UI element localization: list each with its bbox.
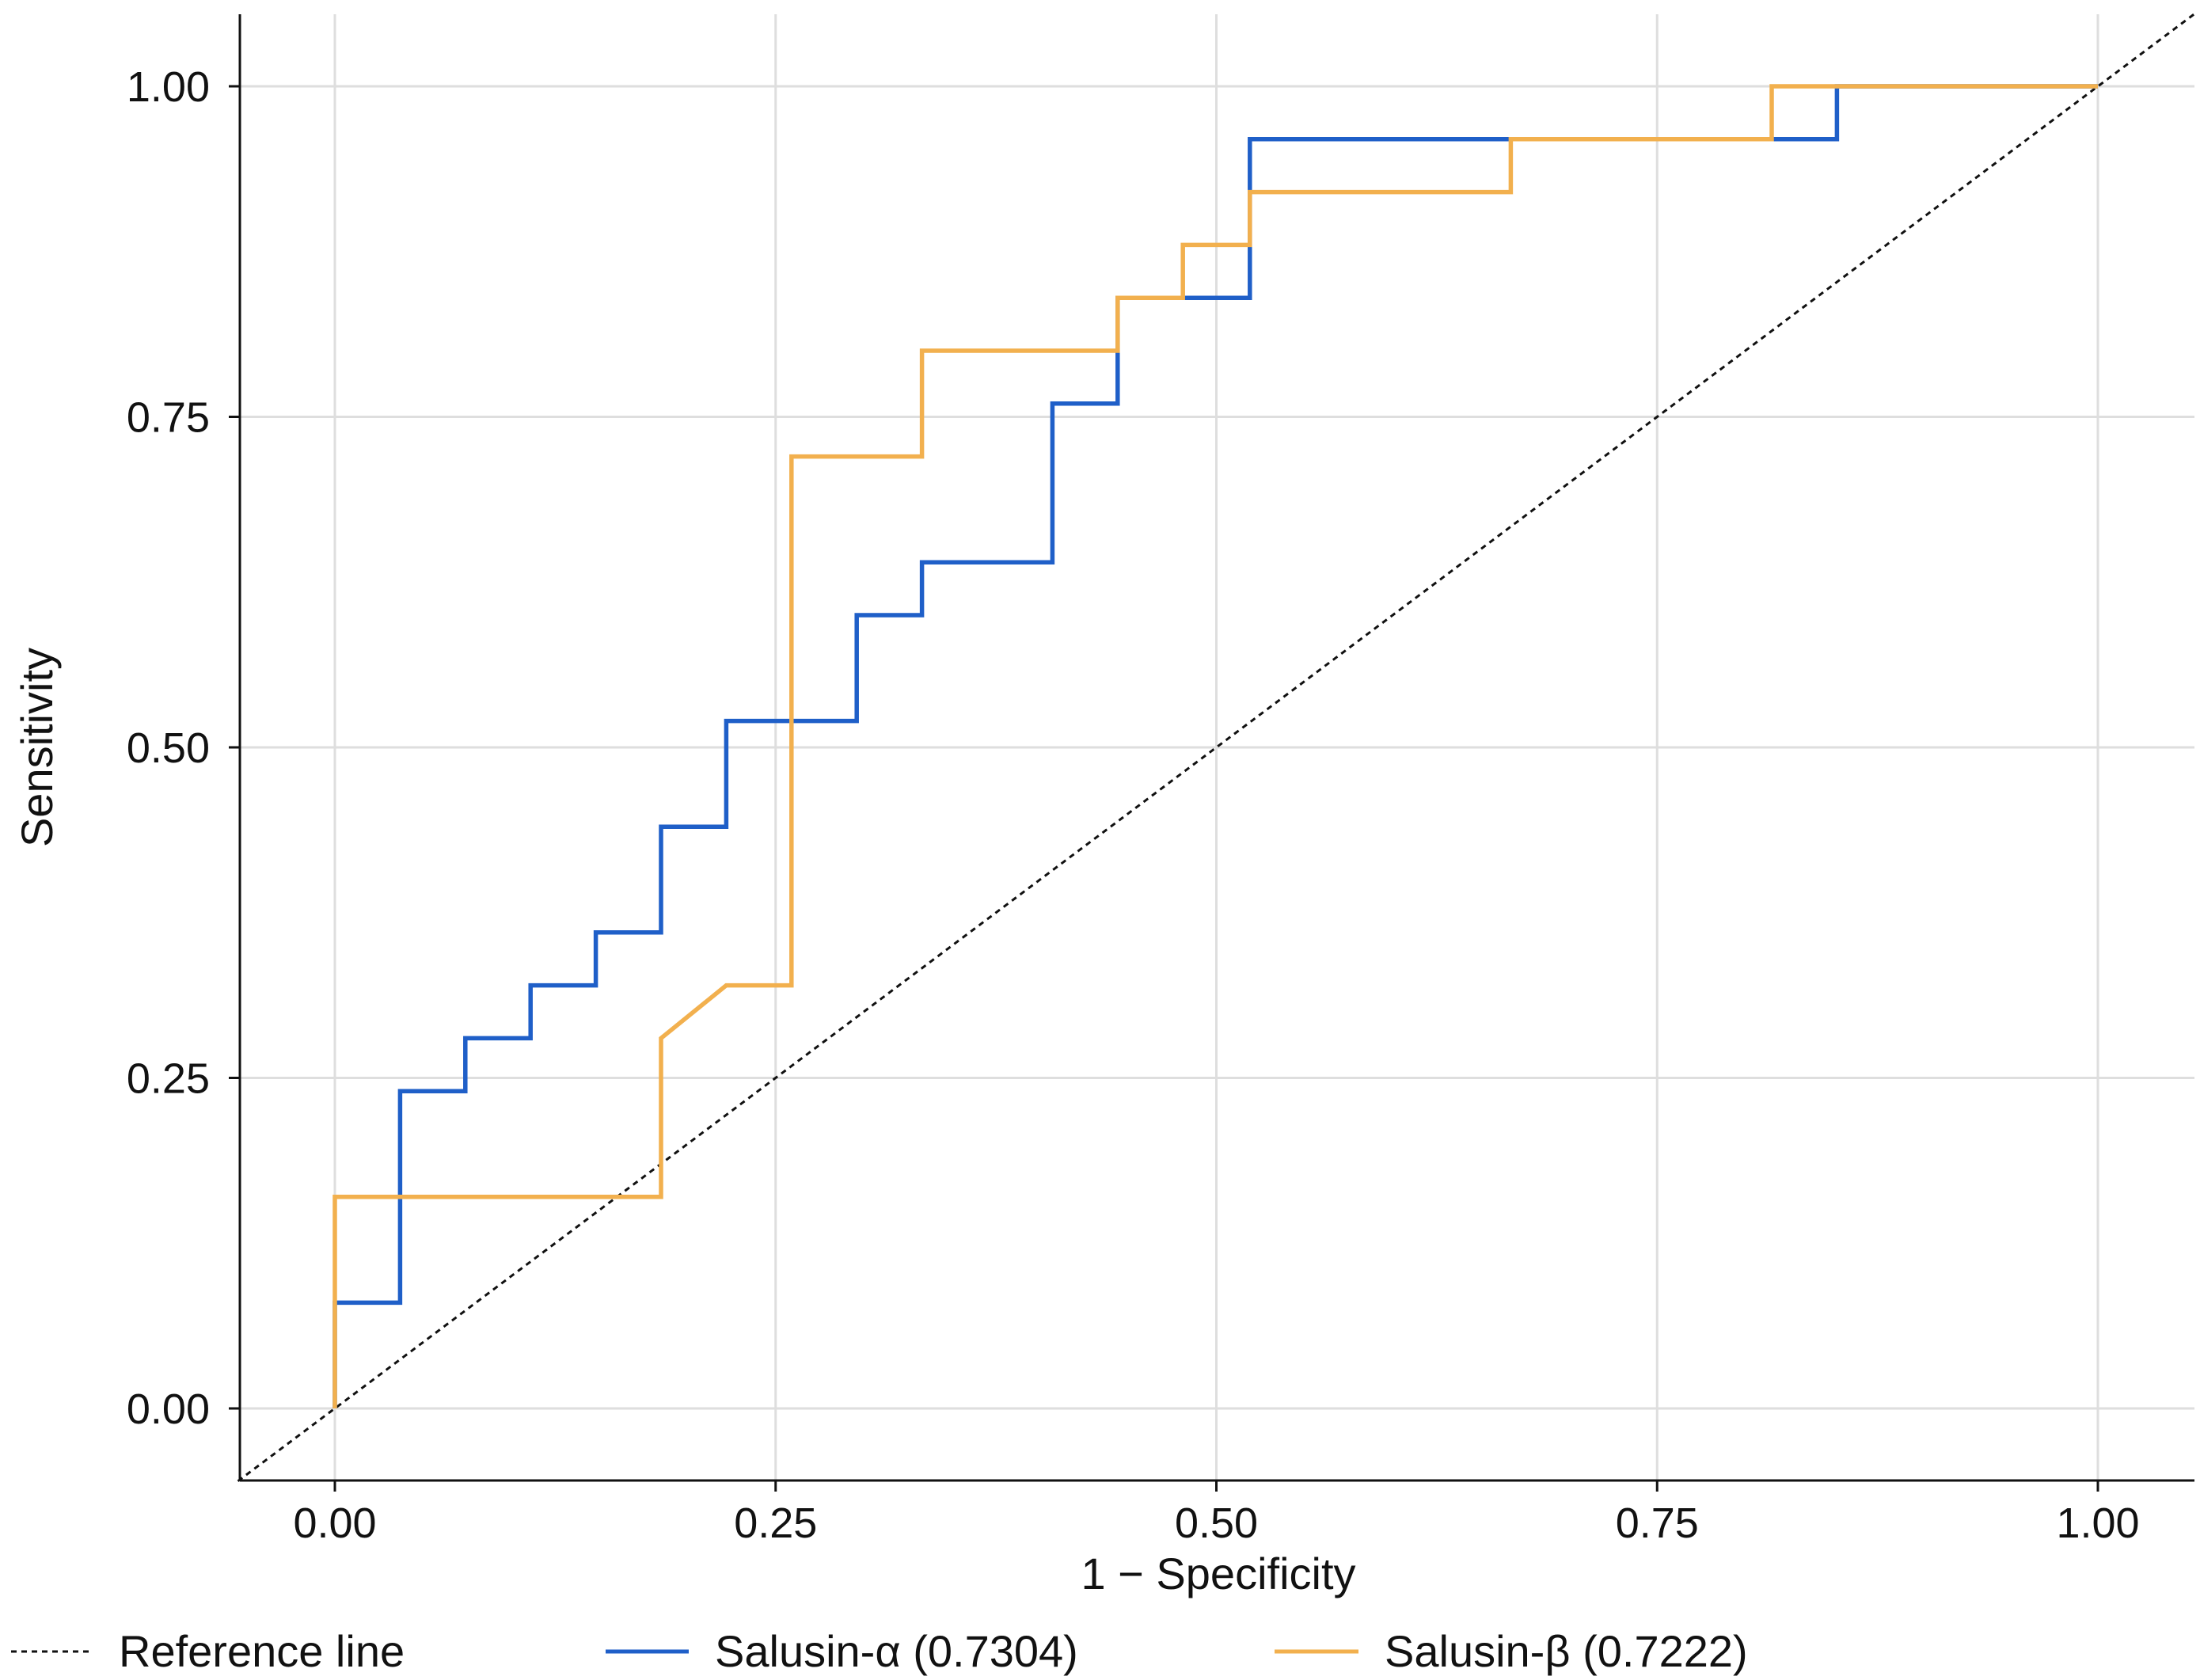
y-tick-label: 1.00 bbox=[127, 63, 210, 111]
x-axis-title: 1 − Specificity bbox=[1081, 1549, 1355, 1598]
reference-line bbox=[237, 12, 2196, 1483]
y-axis-title: Sensitivity bbox=[12, 648, 62, 847]
x-tick-label: 0.50 bbox=[1175, 1499, 1258, 1547]
x-tick-label: 0.00 bbox=[293, 1499, 376, 1547]
x-tick-label: 1.00 bbox=[2056, 1499, 2139, 1547]
legend-label-salusin-beta: Salusin-β (0.7222) bbox=[1385, 1626, 1748, 1676]
legend-label-reference: Reference line bbox=[119, 1626, 405, 1676]
x-tick-label: 0.75 bbox=[1616, 1499, 1699, 1547]
x-tick-label: 0.25 bbox=[734, 1499, 817, 1547]
salusin-beta-line bbox=[332, 84, 2098, 1408]
salusin-alpha-line bbox=[332, 84, 2098, 1408]
y-tick-label: 0.50 bbox=[127, 724, 210, 772]
legend-label-salusin-alpha: Salusin-α (0.7304) bbox=[715, 1626, 1078, 1676]
y-tick-label: 0.25 bbox=[127, 1055, 210, 1103]
y-tick-label: 0.75 bbox=[127, 394, 210, 442]
tick-labels: 0.00 0.25 0.50 0.75 1.00 0.00 0.25 0.50 0.75 1.00 bbox=[127, 63, 2140, 1547]
gridlines bbox=[240, 14, 2194, 1480]
legend: Reference line Salusin-α (0.7304) Salusi… bbox=[11, 1626, 1748, 1676]
series-lines bbox=[237, 12, 2196, 1483]
y-tick-label: 0.00 bbox=[127, 1385, 210, 1433]
